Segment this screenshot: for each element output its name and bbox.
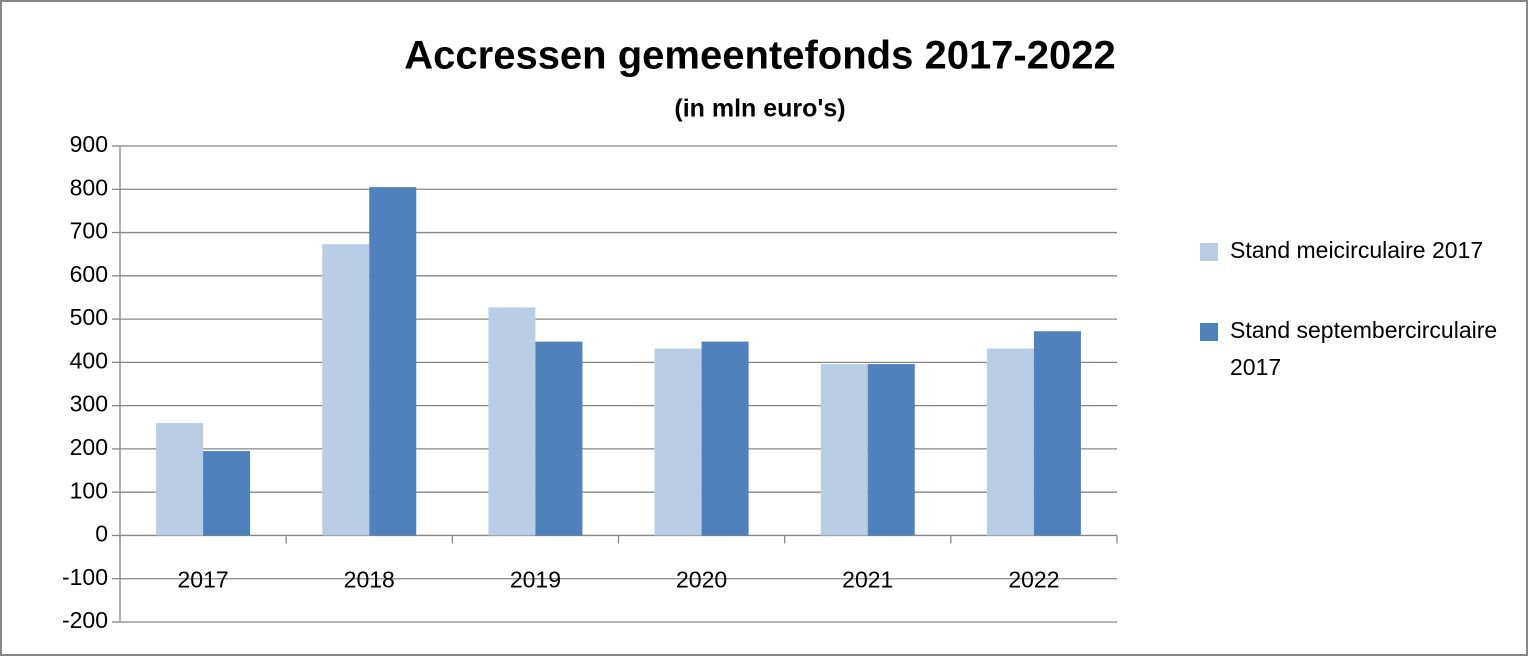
- bar: [488, 307, 536, 536]
- bar: [203, 451, 251, 536]
- x-tick-label: 2022: [1008, 567, 1059, 593]
- y-tick-label: 900: [70, 131, 108, 157]
- legend-label: Stand septembercirculaire 2017: [1230, 317, 1497, 380]
- y-tick-label: 700: [70, 218, 108, 244]
- y-tick-label: 0: [95, 521, 108, 547]
- y-tick-label: 400: [70, 347, 108, 373]
- y-tick-label: 200: [70, 434, 108, 460]
- bar: [701, 341, 749, 536]
- x-tick-label: 2021: [842, 567, 893, 593]
- y-tick-label: 800: [70, 174, 108, 200]
- bar: [369, 187, 417, 536]
- y-tick-label: 100: [70, 477, 108, 503]
- legend-swatch: [1200, 323, 1218, 341]
- chart-title: Accressen gemeentefonds 2017-2022: [404, 34, 1115, 78]
- y-tick-label: -200: [62, 607, 108, 633]
- x-tick-label: 2019: [510, 567, 561, 593]
- bar: [322, 244, 370, 536]
- bar: [535, 341, 583, 536]
- y-tick-label: 600: [70, 261, 108, 287]
- y-tick-label: 500: [70, 304, 108, 330]
- x-tick-label: 2017: [177, 567, 228, 593]
- y-tick-label: 300: [70, 391, 108, 417]
- bar: [986, 348, 1034, 536]
- x-tick-label: 2020: [676, 567, 727, 593]
- chart-subtitle: (in mln euro's): [674, 95, 845, 123]
- bar: [867, 364, 915, 536]
- bar: [820, 364, 868, 536]
- legend-swatch: [1200, 243, 1218, 261]
- x-tick-label: 2018: [344, 567, 395, 593]
- bar: [1033, 331, 1081, 536]
- y-tick-label: -100: [62, 564, 108, 590]
- bar: [654, 348, 702, 536]
- legend-label: Stand meicirculaire 2017: [1230, 237, 1483, 263]
- bar: [156, 422, 204, 536]
